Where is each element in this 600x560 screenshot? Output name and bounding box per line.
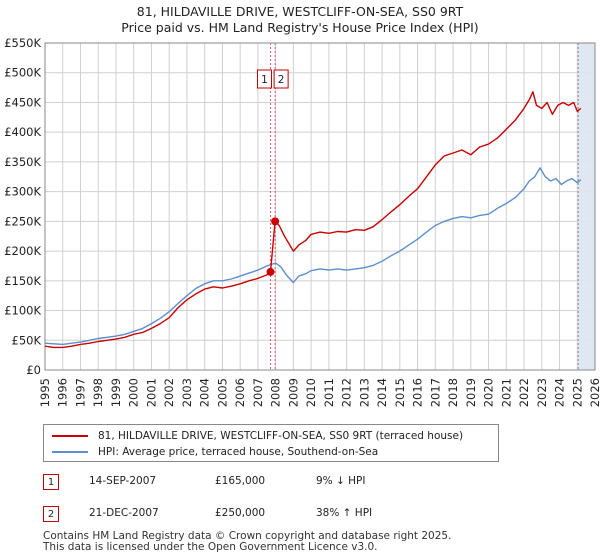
x-tick-label: 2018 xyxy=(446,378,460,407)
x-tick-label: 2008 xyxy=(269,378,283,407)
legend-swatch-hpi xyxy=(52,451,88,453)
y-tick-label: £50K xyxy=(12,333,42,347)
x-tick-label: 2010 xyxy=(304,378,318,407)
price-chart: £0 £50K £100K £150K £200K £250K £300K £350K £400… xyxy=(4,36,600,407)
sale-date: 14-SEP-2007 xyxy=(89,475,157,487)
x-tick-label: 2014 xyxy=(375,378,389,407)
y-tick-label: £300K xyxy=(4,185,41,199)
projection-shade xyxy=(578,43,595,370)
footer-licence: This data is licensed under the Open Gov… xyxy=(43,541,378,553)
legend-item-hpi: HPI: Average price, terraced house, Sout… xyxy=(52,444,378,460)
x-tick-label: 1998 xyxy=(91,378,105,407)
y-tick-label: £200K xyxy=(4,244,41,258)
x-tick-label: 2017 xyxy=(428,378,442,407)
x-tick-label: 2003 xyxy=(180,378,194,407)
sale-number-badge: 2 xyxy=(43,506,59,522)
x-tick-label: 2026 xyxy=(588,378,600,407)
sale-number-badge: 1 xyxy=(43,474,59,490)
y-tick-label: £450K xyxy=(4,95,41,109)
legend-label-property: 81, HILDAVILLE DRIVE, WESTCLIFF-ON-SEA, … xyxy=(98,430,464,442)
x-tick-label: 1999 xyxy=(109,378,123,407)
x-tick-label: 2021 xyxy=(499,378,513,407)
sale-hpi-delta: 38% ↑ HPI xyxy=(316,507,373,519)
plot-area xyxy=(45,43,595,370)
sale-price: £250,000 xyxy=(215,507,266,519)
x-tick-label: 2006 xyxy=(233,378,247,407)
y-tick-label: £150K xyxy=(4,274,41,288)
x-tick-label: 2000 xyxy=(127,378,141,407)
sale-hpi-delta: 9% ↓ HPI xyxy=(316,475,366,487)
legend-label-hpi: HPI: Average price, terraced house, Sout… xyxy=(98,446,379,458)
x-tick-label: 2022 xyxy=(517,378,531,407)
footer-copyright: Contains HM Land Registry data © Crown c… xyxy=(43,530,452,542)
y-tick-label: £400K xyxy=(4,125,41,139)
x-tick-label: 2011 xyxy=(322,378,336,407)
x-tick-label: 2013 xyxy=(357,378,371,407)
x-tick-label: 2020 xyxy=(482,378,496,407)
x-tick-label: 2005 xyxy=(215,378,229,407)
sale-2-badge-label: 2 xyxy=(278,74,285,86)
legend-swatch-property xyxy=(52,435,88,437)
x-tick-label: 2002 xyxy=(162,378,176,407)
y-tick-label: £350K xyxy=(4,155,41,169)
x-tick-label: 2007 xyxy=(251,378,265,407)
y-tick-label: £500K xyxy=(4,66,41,80)
y-tick-label: £100K xyxy=(4,304,41,318)
x-tick-label: 1997 xyxy=(73,378,87,407)
legend-item-property: 81, HILDAVILLE DRIVE, WESTCLIFF-ON-SEA, … xyxy=(52,428,463,444)
property-series-line xyxy=(44,91,582,349)
sale-price: £165,000 xyxy=(215,475,266,487)
hpi-series-line xyxy=(44,167,582,346)
sale-1-badge xyxy=(257,69,272,89)
x-tick-label: 2001 xyxy=(144,378,158,407)
x-tick-label: 2004 xyxy=(198,378,212,407)
x-tick-label: 2025 xyxy=(570,378,584,407)
sale-date: 21-DEC-2007 xyxy=(89,507,159,519)
sale-2-badge xyxy=(273,69,289,89)
y-tick-label: £550K xyxy=(4,36,41,50)
x-tick-label: 2009 xyxy=(286,378,300,407)
sale-1-marker xyxy=(266,267,275,276)
y-tick-label: £0 xyxy=(26,363,41,377)
sale-2-marker xyxy=(271,217,280,226)
x-tick-label: 2019 xyxy=(464,378,478,407)
x-tick-label: 2024 xyxy=(553,378,567,407)
x-tick-label: 2023 xyxy=(535,378,549,407)
x-tick-label: 2016 xyxy=(411,378,425,407)
chart-subtitle: Price paid vs. HM Land Registry's House … xyxy=(121,20,479,35)
chart-title: 81, HILDAVILLE DRIVE, WESTCLIFF-ON-SEA, … xyxy=(136,4,464,19)
x-tick-label: 2015 xyxy=(393,378,407,407)
x-tick-label: 1996 xyxy=(56,378,70,407)
sale-1-badge-label: 1 xyxy=(261,74,268,86)
plot-frame xyxy=(44,42,596,371)
x-tick-label: 1995 xyxy=(38,378,52,407)
footer-attribution: Contains HM Land Registry data © Crown c… xyxy=(43,531,451,553)
x-tick-label: 2012 xyxy=(340,378,354,407)
y-tick-label: £250K xyxy=(4,214,41,228)
chart-legend: 81, HILDAVILLE DRIVE, WESTCLIFF-ON-SEA, … xyxy=(43,424,499,462)
